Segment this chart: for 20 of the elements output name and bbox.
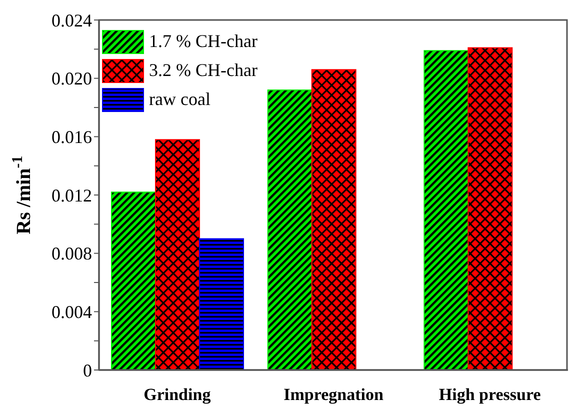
- legend-label: raw coal: [149, 89, 210, 110]
- y-tick-label: 0.008: [52, 244, 92, 264]
- bar: [468, 47, 513, 370]
- x-tick-label: High pressure: [438, 385, 542, 404]
- bar: [155, 139, 200, 370]
- y-tick-label: 0.016: [52, 127, 92, 148]
- y-tick-label: 0: [83, 360, 92, 380]
- bar: [199, 238, 244, 370]
- x-tick-label: Grinding: [144, 385, 212, 404]
- x-tick-label: Impregnation: [284, 385, 384, 404]
- bar: [111, 192, 156, 370]
- y-tick-label: 0.024: [52, 10, 92, 30]
- legend-label: 1.7 % CH-char: [149, 31, 258, 52]
- bar: [267, 90, 312, 370]
- y-tick-label: 0.012: [52, 185, 92, 206]
- bar: [311, 69, 356, 370]
- y-tick-label: 0.004: [52, 302, 92, 322]
- y-tick-label: 0.020: [52, 68, 92, 89]
- legend-label: 3.2 % CH-char: [149, 60, 258, 81]
- bar: [424, 50, 469, 370]
